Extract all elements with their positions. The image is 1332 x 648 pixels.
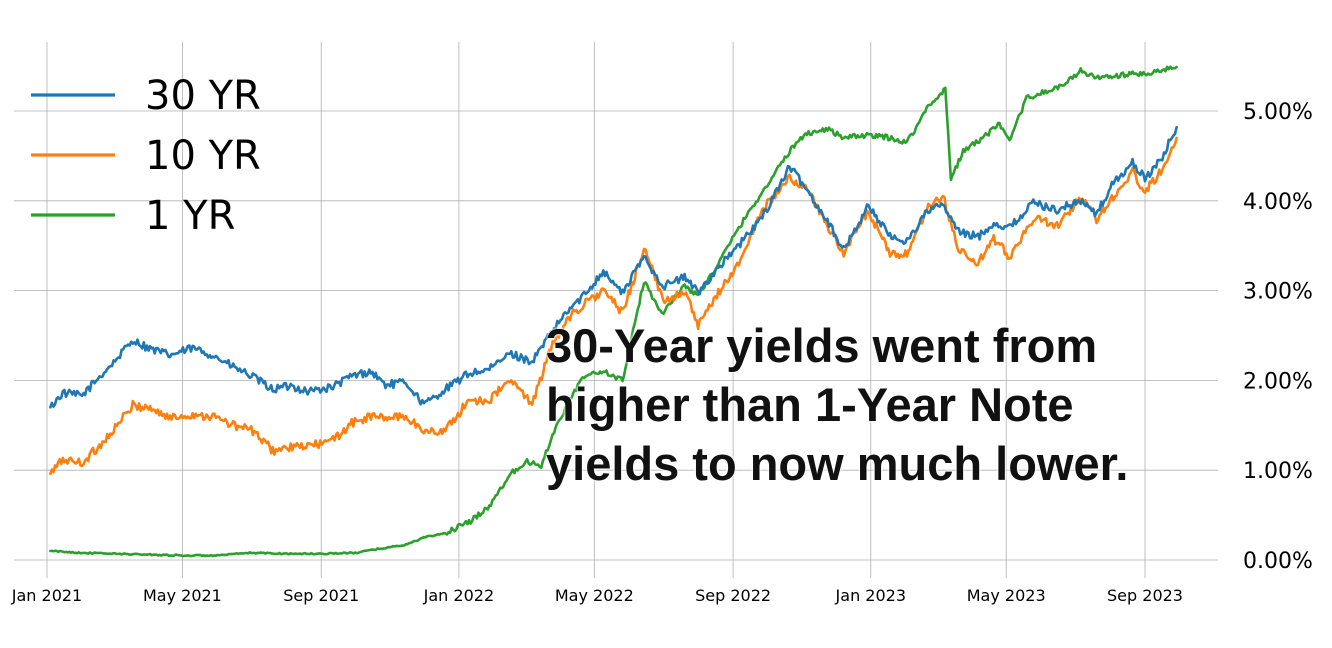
grid-lines [14, 42, 1218, 578]
series-line-1-yr [49, 65, 1178, 558]
y-tick-label: 2.00% [1243, 369, 1313, 394]
x-tick-label: May 2021 [143, 586, 222, 605]
x-tick-label: Jan 2021 [11, 586, 82, 605]
legend-label: 10 YR [145, 133, 261, 179]
annotation-line-2: higher than 1-Year Note [546, 378, 1074, 431]
y-tick-label: 3.00% [1243, 280, 1313, 305]
chart-annotation: 30-Year yields went from higher than 1-Y… [546, 316, 1206, 493]
legend: 30 YR 10 YR 1 YR [31, 73, 261, 239]
x-tick-label: Sep 2021 [283, 586, 359, 605]
y-tick-label: 5.00% [1243, 100, 1313, 125]
x-tick-label: May 2022 [555, 586, 634, 605]
x-axis-ticks: Jan 2021 May 2021 Sep 2021 Jan 2022 May 2022… [11, 586, 1183, 605]
x-tick-label: Sep 2023 [1107, 586, 1183, 605]
x-tick-label: May 2023 [967, 586, 1046, 605]
y-tick-label: 0.00% [1243, 549, 1313, 574]
annotation-line-1: 30-Year yields went from [546, 319, 1098, 372]
series-lines [49, 65, 1178, 558]
series-line-10-yr [49, 136, 1178, 476]
annotation-line-3: yields to now much lower. [546, 437, 1129, 490]
y-tick-label: 4.00% [1243, 190, 1313, 215]
x-tick-label: Jan 2023 [835, 586, 906, 605]
series-line-30-yr [49, 125, 1178, 409]
legend-label: 1 YR [145, 193, 235, 239]
y-tick-label: 1.00% [1243, 459, 1313, 484]
x-tick-label: Jan 2022 [423, 586, 494, 605]
y-axis-ticks: 0.00% 1.00% 2.00% 3.00% 4.00% 5.00% [1243, 100, 1313, 574]
x-tick-label: Sep 2022 [695, 586, 771, 605]
legend-label: 30 YR [145, 73, 261, 119]
